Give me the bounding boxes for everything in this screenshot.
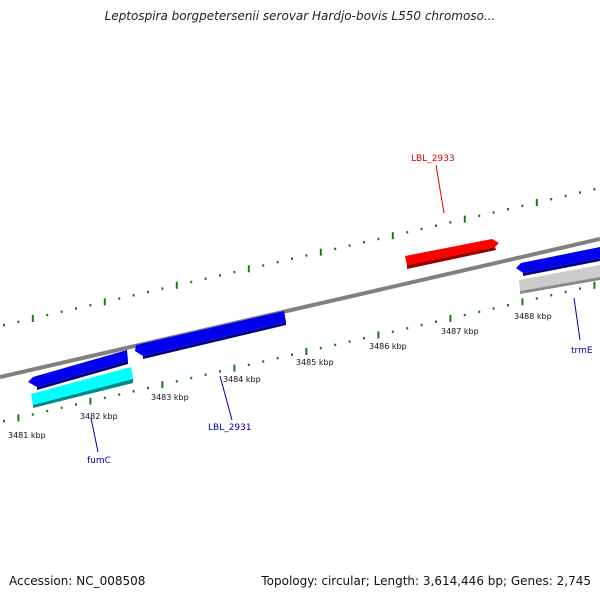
scale-label-3484: 3484 kbp [223, 375, 261, 384]
scale-label-3481: 3481 kbp [8, 431, 46, 440]
lower-tick-track [3, 281, 596, 423]
summary-text: Topology: circular; Length: 3,614,446 bp… [261, 574, 591, 588]
fumC-leader [90, 417, 99, 453]
map-title: Leptospira borgpetersenii serovar Hardjo… [104, 9, 496, 23]
gene-reverse-1-feature[interactable] [135, 311, 286, 359]
gene-label-lbl2933: LBL_2933 [411, 154, 455, 164]
lbl2933-leader [435, 164, 445, 214]
scale-label-3483: 3483 kbp [151, 393, 189, 402]
lbl2931-leader [219, 375, 233, 421]
gene-grey-feature[interactable] [519, 265, 600, 294]
gene-label-trmE: trmE [571, 346, 593, 356]
trmE-leader [573, 297, 581, 341]
scale-label-3485: 3485 kbp [296, 358, 334, 367]
accession-text: Accession: NC_008508 [9, 574, 146, 588]
genome-backbone [0, 237, 600, 379]
scale-label-3487: 3487 kbp [441, 327, 479, 336]
scale-label-3488: 3488 kbp [514, 312, 552, 321]
gene-reverse-2-feature[interactable] [28, 350, 128, 390]
scale-label-3486: 3486 kbp [369, 342, 407, 351]
scale-label-3482: 3482 kbp [80, 412, 118, 421]
upper-tick-track [3, 188, 596, 327]
gene-reverse-3-feature[interactable] [516, 247, 600, 276]
gene-label-lbl2931: LBL_2931 [208, 423, 252, 433]
gene-fumC-feature[interactable] [31, 367, 133, 408]
gene-lbl2933-feature[interactable] [405, 239, 499, 269]
gene-label-fumC: fumC [87, 456, 111, 466]
